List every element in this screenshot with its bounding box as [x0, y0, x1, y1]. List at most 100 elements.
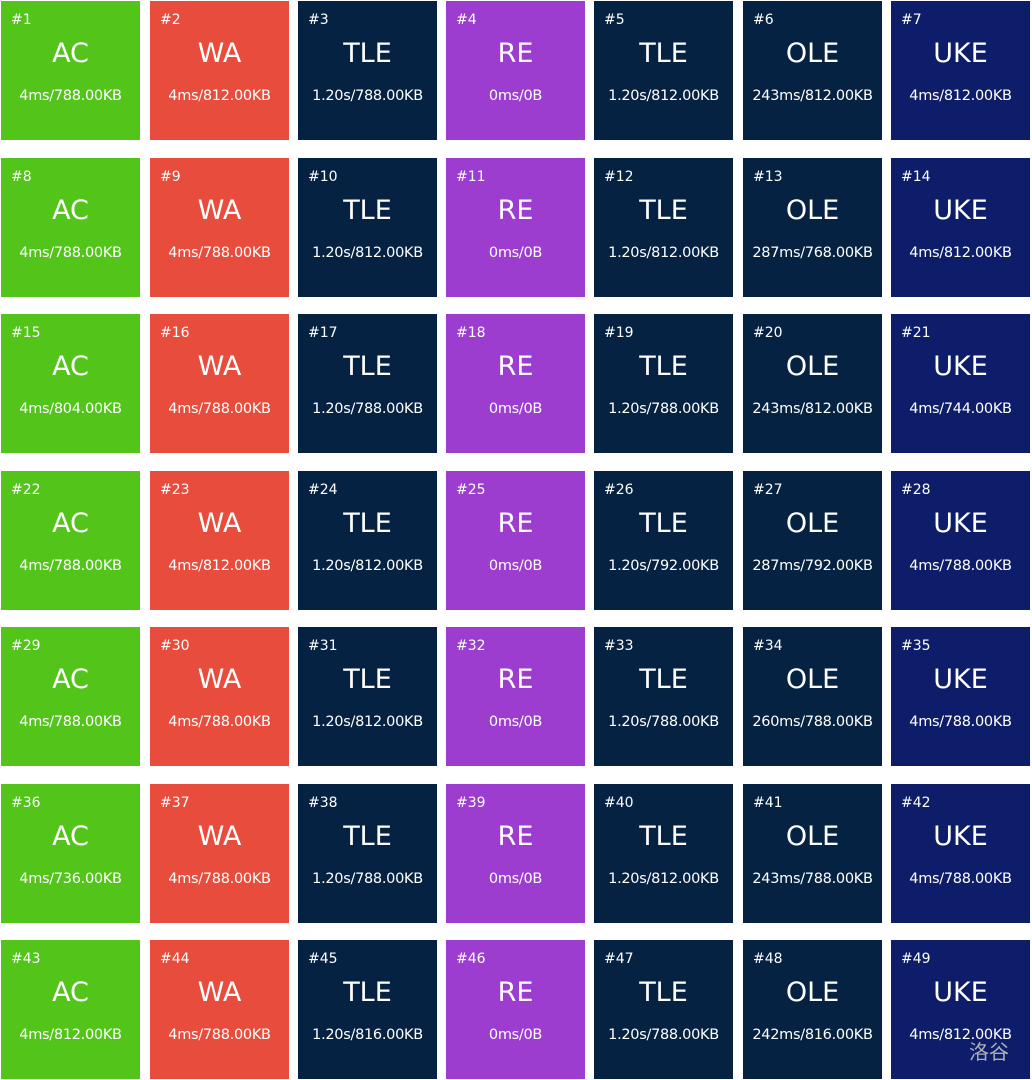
testcase-cell[interactable]: #19 TLE 1.20s/788.00KB	[594, 314, 733, 453]
testcase-cell[interactable]: #45 TLE 1.20s/816.00KB	[298, 940, 437, 1079]
testcase-cell[interactable]: #49 UKE 4ms/812.00KB	[891, 940, 1030, 1079]
testcase-time-memory: 1.20s/788.00KB	[312, 401, 423, 417]
testcase-cell[interactable]: #5 TLE 1.20s/812.00KB	[594, 1, 733, 140]
testcase-cell[interactable]: #1 AC 4ms/788.00KB	[1, 1, 140, 140]
testcase-time-memory: 4ms/812.00KB	[168, 558, 271, 574]
testcase-cell[interactable]: #43 AC 4ms/812.00KB	[1, 940, 140, 1079]
testcase-cell[interactable]: #13 OLE 287ms/768.00KB	[743, 158, 882, 297]
testcase-time-memory: 287ms/768.00KB	[752, 245, 873, 261]
testcase-cell[interactable]: #48 OLE 242ms/816.00KB	[743, 940, 882, 1079]
testcase-cell[interactable]: #16 WA 4ms/788.00KB	[150, 314, 289, 453]
testcase-time-memory: 0ms/0B	[488, 401, 543, 417]
testcase-cell[interactable]: #3 TLE 1.20s/788.00KB	[298, 1, 437, 140]
testcase-cell[interactable]: #22 AC 4ms/788.00KB	[1, 471, 140, 610]
testcase-number: #32	[456, 638, 486, 654]
testcase-cell[interactable]: #18 RE 0ms/0B	[446, 314, 585, 453]
testcase-cell[interactable]: #4 RE 0ms/0B	[446, 1, 585, 140]
testcase-number: #23	[160, 482, 190, 498]
testcase-number: #30	[160, 638, 190, 654]
testcase-status: UKE	[933, 977, 988, 1008]
testcase-time-memory: 4ms/788.00KB	[168, 401, 271, 417]
testcase-cell[interactable]: #11 RE 0ms/0B	[446, 158, 585, 297]
testcase-time-memory: 0ms/0B	[488, 1027, 543, 1043]
testcase-status: AC	[52, 38, 89, 69]
testcase-status: WA	[197, 977, 242, 1008]
testcase-cell[interactable]: #26 TLE 1.20s/792.00KB	[594, 471, 733, 610]
testcase-time-memory: 4ms/788.00KB	[168, 714, 271, 730]
testcase-number: #21	[901, 325, 931, 341]
testcase-cell[interactable]: #9 WA 4ms/788.00KB	[150, 158, 289, 297]
testcase-time-memory: 4ms/788.00KB	[19, 714, 122, 730]
testcase-status: AC	[52, 351, 89, 382]
testcase-cell[interactable]: #46 RE 0ms/0B	[446, 940, 585, 1079]
testcase-cell[interactable]: #40 TLE 1.20s/812.00KB	[594, 784, 733, 923]
testcase-time-memory: 0ms/0B	[488, 88, 543, 104]
testcase-cell[interactable]: #36 AC 4ms/736.00KB	[1, 784, 140, 923]
testcase-time-memory: 1.20s/816.00KB	[312, 1027, 423, 1043]
testcase-cell[interactable]: #12 TLE 1.20s/812.00KB	[594, 158, 733, 297]
testcase-number: #36	[11, 795, 41, 811]
testcase-cell[interactable]: #42 UKE 4ms/788.00KB	[891, 784, 1030, 923]
testcase-number: #42	[901, 795, 931, 811]
testcase-number: #10	[308, 169, 338, 185]
testcase-cell[interactable]: #28 UKE 4ms/788.00KB	[891, 471, 1030, 610]
testcase-cell[interactable]: #6 OLE 243ms/812.00KB	[743, 1, 882, 140]
testcase-cell[interactable]: #23 WA 4ms/812.00KB	[150, 471, 289, 610]
testcase-number: #29	[11, 638, 41, 654]
testcase-cell[interactable]: #27 OLE 287ms/792.00KB	[743, 471, 882, 610]
testcase-status: RE	[497, 351, 534, 382]
testcase-cell[interactable]: #14 UKE 4ms/812.00KB	[891, 158, 1030, 297]
testcase-cell[interactable]: #30 WA 4ms/788.00KB	[150, 627, 289, 766]
testcase-number: #7	[901, 12, 922, 28]
testcase-cell[interactable]: #31 TLE 1.20s/812.00KB	[298, 627, 437, 766]
testcase-number: #20	[753, 325, 783, 341]
testcase-cell[interactable]: #24 TLE 1.20s/812.00KB	[298, 471, 437, 610]
testcase-cell[interactable]: #44 WA 4ms/788.00KB	[150, 940, 289, 1079]
testcase-number: #40	[604, 795, 634, 811]
testcase-number: #46	[456, 951, 486, 967]
testcase-time-memory: 4ms/788.00KB	[19, 558, 122, 574]
testcase-status: OLE	[785, 351, 840, 382]
testcase-number: #25	[456, 482, 486, 498]
testcase-cell[interactable]: #15 AC 4ms/804.00KB	[1, 314, 140, 453]
testcase-cell[interactable]: #35 UKE 4ms/788.00KB	[891, 627, 1030, 766]
testcase-cell[interactable]: #25 RE 0ms/0B	[446, 471, 585, 610]
testcase-cell[interactable]: #34 OLE 260ms/788.00KB	[743, 627, 882, 766]
testcase-cell[interactable]: #8 AC 4ms/788.00KB	[1, 158, 140, 297]
testcase-cell[interactable]: #47 TLE 1.20s/788.00KB	[594, 940, 733, 1079]
testcase-status: AC	[52, 664, 89, 695]
testcase-number: #44	[160, 951, 190, 967]
testcase-status: WA	[197, 821, 242, 852]
testcase-status: RE	[497, 977, 534, 1008]
testcase-status: TLE	[639, 664, 688, 695]
testcase-cell[interactable]: #20 OLE 243ms/812.00KB	[743, 314, 882, 453]
testcase-number: #19	[604, 325, 634, 341]
testcase-number: #27	[753, 482, 783, 498]
testcase-cell[interactable]: #37 WA 4ms/788.00KB	[150, 784, 289, 923]
testcase-time-memory: 4ms/788.00KB	[168, 1027, 271, 1043]
testcase-cell[interactable]: #38 TLE 1.20s/788.00KB	[298, 784, 437, 923]
testcase-number: #34	[753, 638, 783, 654]
testcase-cell[interactable]: #41 OLE 243ms/788.00KB	[743, 784, 882, 923]
testcase-cell[interactable]: #17 TLE 1.20s/788.00KB	[298, 314, 437, 453]
testcase-status: UKE	[933, 351, 988, 382]
testcase-time-memory: 4ms/788.00KB	[19, 88, 122, 104]
testcase-status: WA	[197, 195, 242, 226]
testcase-time-memory: 287ms/792.00KB	[752, 558, 873, 574]
testcase-status: TLE	[343, 821, 392, 852]
testcase-cell[interactable]: #32 RE 0ms/0B	[446, 627, 585, 766]
testcase-time-memory: 4ms/812.00KB	[909, 1027, 1012, 1043]
testcase-time-memory: 1.20s/812.00KB	[312, 714, 423, 730]
testcase-cell[interactable]: #39 RE 0ms/0B	[446, 784, 585, 923]
testcase-status: OLE	[785, 977, 840, 1008]
testcase-number: #22	[11, 482, 41, 498]
testcase-cell[interactable]: #2 WA 4ms/812.00KB	[150, 1, 289, 140]
testcase-cell[interactable]: #33 TLE 1.20s/788.00KB	[594, 627, 733, 766]
testcase-cell[interactable]: #21 UKE 4ms/744.00KB	[891, 314, 1030, 453]
testcase-cell[interactable]: #10 TLE 1.20s/812.00KB	[298, 158, 437, 297]
testcase-time-memory: 4ms/788.00KB	[909, 871, 1012, 887]
testcase-time-memory: 260ms/788.00KB	[752, 714, 873, 730]
testcase-cell[interactable]: #7 UKE 4ms/812.00KB	[891, 1, 1030, 140]
testcase-cell[interactable]: #29 AC 4ms/788.00KB	[1, 627, 140, 766]
testcase-time-memory: 4ms/788.00KB	[909, 558, 1012, 574]
